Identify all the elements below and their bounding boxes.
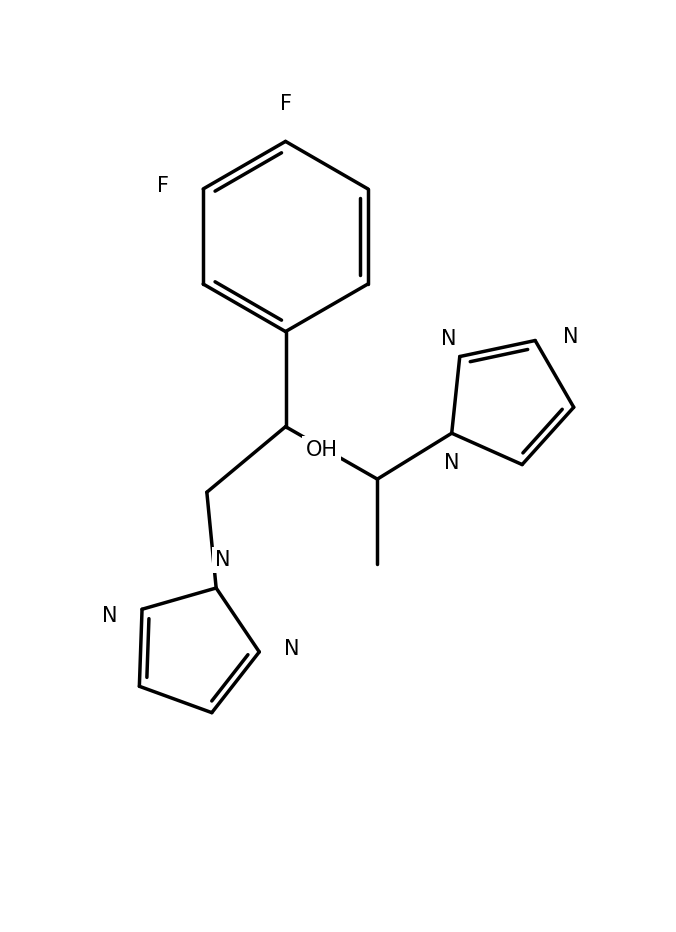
Text: F: F (157, 175, 169, 196)
Text: N: N (441, 329, 456, 349)
Text: N: N (215, 550, 231, 569)
Text: N: N (444, 453, 460, 473)
Text: N: N (101, 606, 117, 625)
Text: N: N (562, 327, 578, 348)
Text: OH: OH (306, 440, 337, 459)
Text: F: F (280, 94, 291, 114)
Text: N: N (284, 638, 299, 659)
